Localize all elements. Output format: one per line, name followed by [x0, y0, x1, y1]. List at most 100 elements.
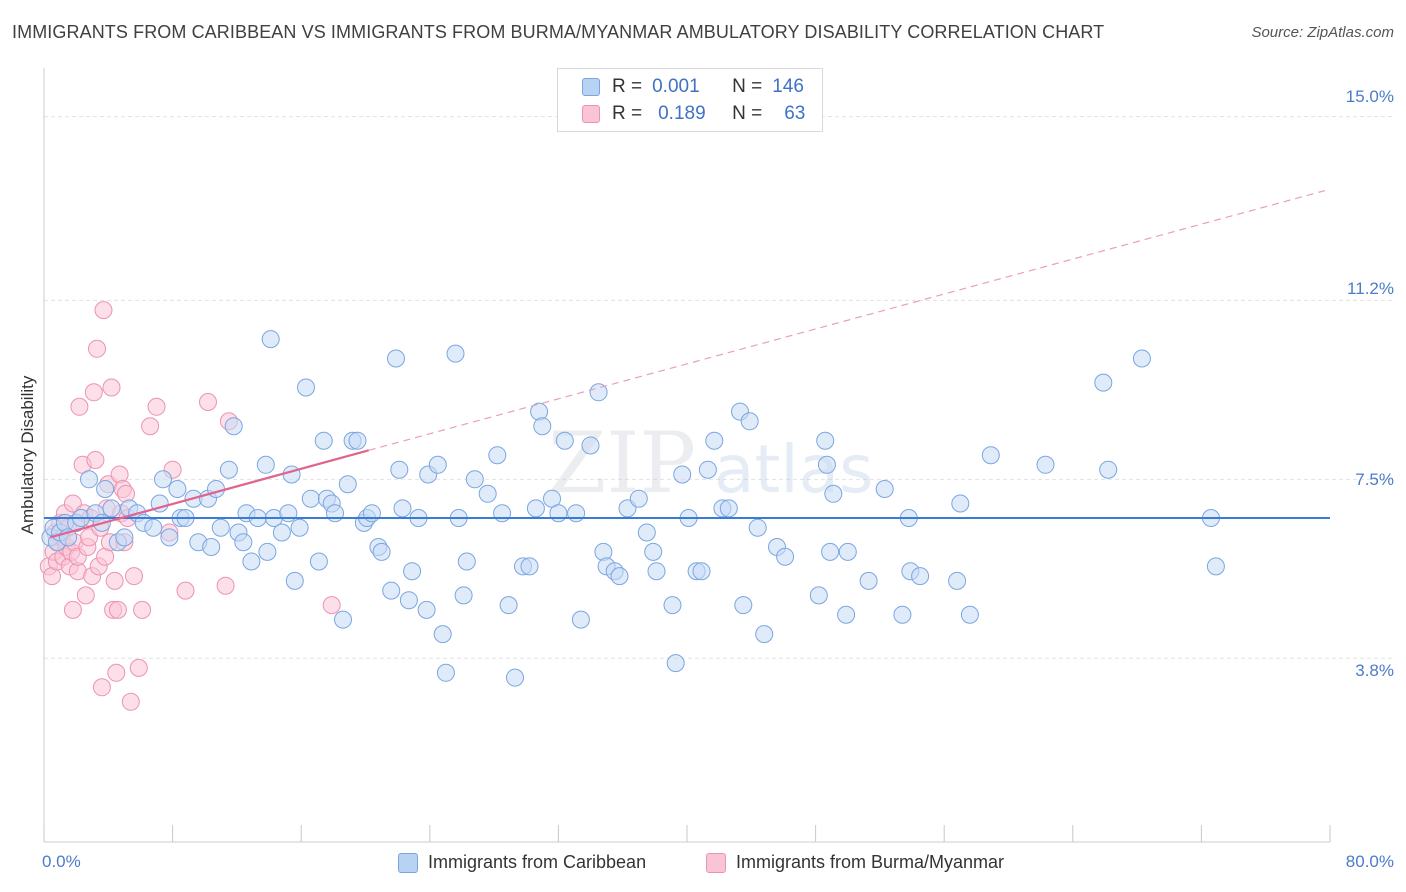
burma-point-33 — [92, 678, 111, 697]
caribbean-point-65 — [390, 460, 409, 479]
burma-point-39 — [102, 378, 121, 397]
burma-point-55 — [147, 397, 166, 416]
bottom-swatch-caribbean — [398, 852, 418, 873]
caribbean-point-136 — [948, 571, 967, 590]
caribbean-point-81 — [488, 446, 507, 465]
caribbean-point-28 — [202, 538, 221, 556]
caribbean-point-43 — [279, 504, 298, 523]
burma-point-51 — [125, 567, 143, 586]
caribbean-point-120 — [755, 625, 774, 644]
caribbean-point-94 — [571, 610, 590, 629]
caribbean-point-14 — [115, 528, 134, 547]
caribbean-point-36 — [242, 552, 261, 571]
caribbean-point-104 — [644, 542, 663, 561]
bottom-swatch-burma — [706, 852, 726, 873]
caribbean-point-91 — [549, 504, 568, 523]
caribbean-point-129 — [838, 542, 857, 561]
caribbean-point-42 — [272, 523, 291, 542]
y-tick-3-8: 3.8% — [1355, 661, 1394, 680]
caribbean-point-76 — [446, 344, 465, 363]
caribbean-point-131 — [875, 480, 894, 498]
caribbean-point-31 — [219, 460, 238, 479]
caribbean-point-89 — [533, 417, 552, 436]
caribbean-point-62 — [372, 542, 391, 561]
x-tick-max: 80.0% — [1345, 852, 1394, 871]
caribbean-point-128 — [837, 605, 856, 624]
axes — [43, 68, 1331, 843]
caribbean-point-53 — [326, 504, 344, 523]
caribbean-point-125 — [817, 455, 836, 474]
caribbean-point-118 — [740, 412, 759, 431]
caribbean-point-96 — [589, 383, 608, 402]
caribbean-point-103 — [637, 523, 656, 542]
legend-swatch-caribbean — [582, 78, 600, 96]
caribbean-point-22 — [168, 480, 187, 498]
caribbean-point-139 — [981, 446, 1000, 465]
legend-r-value-burma: 0.189 — [658, 103, 706, 124]
watermark: ZIP atlas — [548, 414, 874, 512]
legend-item-burma: Immigrants from Burma/Myanmar — [706, 852, 1004, 873]
caribbean-point-55 — [338, 475, 357, 494]
caribbean-point-105 — [647, 562, 666, 581]
caribbean-point-60 — [362, 504, 381, 523]
caribbean-series — [41, 330, 1225, 687]
burma-point-60 — [216, 576, 235, 595]
burma-point-42 — [107, 663, 126, 682]
burma-point-48 — [117, 484, 135, 503]
caribbean-point-100 — [610, 567, 629, 586]
caribbean-point-41 — [261, 330, 280, 349]
caribbean-point-70 — [417, 600, 436, 619]
caribbean-point-68 — [403, 562, 422, 581]
y-tick-15: 15.0% — [1345, 87, 1394, 106]
legend-swatch-burma — [582, 105, 600, 123]
burma-point-50 — [121, 692, 140, 711]
caribbean-point-83 — [499, 596, 518, 615]
caribbean-point-117 — [734, 596, 753, 615]
chart-title: IMMIGRANTS FROM CARIBBEAN VS IMMIGRANTS … — [12, 22, 1105, 42]
burma-point-54 — [141, 417, 160, 436]
caribbean-point-119 — [748, 518, 767, 537]
caribbean-point-92 — [555, 431, 574, 450]
caribbean-point-63 — [382, 581, 401, 600]
caribbean-point-44 — [282, 465, 301, 484]
caribbean-point-127 — [824, 484, 843, 503]
burma-point-30 — [88, 339, 106, 358]
caribbean-point-34 — [234, 533, 253, 552]
burma-point-52 — [129, 658, 148, 677]
caribbean-point-18 — [144, 518, 163, 537]
caribbean-point-112 — [698, 460, 717, 479]
caribbean-point-46 — [290, 518, 309, 537]
y-tick-7-5: 7.5% — [1355, 470, 1394, 489]
caribbean-point-102 — [629, 489, 648, 508]
caribbean-point-132 — [893, 605, 912, 624]
caribbean-point-135 — [911, 567, 930, 586]
caribbean-point-8 — [80, 470, 98, 489]
burma-point-58 — [176, 581, 195, 600]
caribbean-point-48 — [301, 489, 320, 508]
caribbean-point-93 — [567, 504, 586, 523]
caribbean-point-73 — [433, 625, 452, 644]
bottom-legend-label-caribbean: Immigrants from Caribbean — [428, 852, 647, 872]
burma-point-59 — [199, 393, 217, 411]
legend-row-burma: R = 0.189 N = 63 — [582, 102, 805, 126]
caribbean-point-130 — [859, 571, 878, 590]
caribbean-point-111 — [692, 562, 711, 581]
caribbean-point-122 — [776, 547, 795, 566]
caribbean-point-57 — [348, 431, 367, 450]
caribbean-point-29 — [207, 480, 225, 498]
caribbean-point-72 — [428, 455, 447, 474]
caribbean-point-87 — [526, 499, 545, 518]
caribbean-point-45 — [285, 571, 304, 590]
legend-row-caribbean: R = 0.001 N = 146 — [582, 75, 804, 99]
trend-lines — [44, 188, 1331, 539]
caribbean-point-77 — [454, 586, 473, 605]
caribbean-point-142 — [1099, 460, 1118, 479]
caribbean-point-30 — [211, 518, 230, 537]
caribbean-point-74 — [436, 663, 455, 682]
caribbean-point-108 — [673, 465, 692, 484]
caribbean-point-106 — [663, 596, 682, 615]
caribbean-point-123 — [809, 586, 828, 605]
watermark-atlas: atlas — [714, 431, 874, 508]
grid-lines — [44, 116, 1394, 659]
